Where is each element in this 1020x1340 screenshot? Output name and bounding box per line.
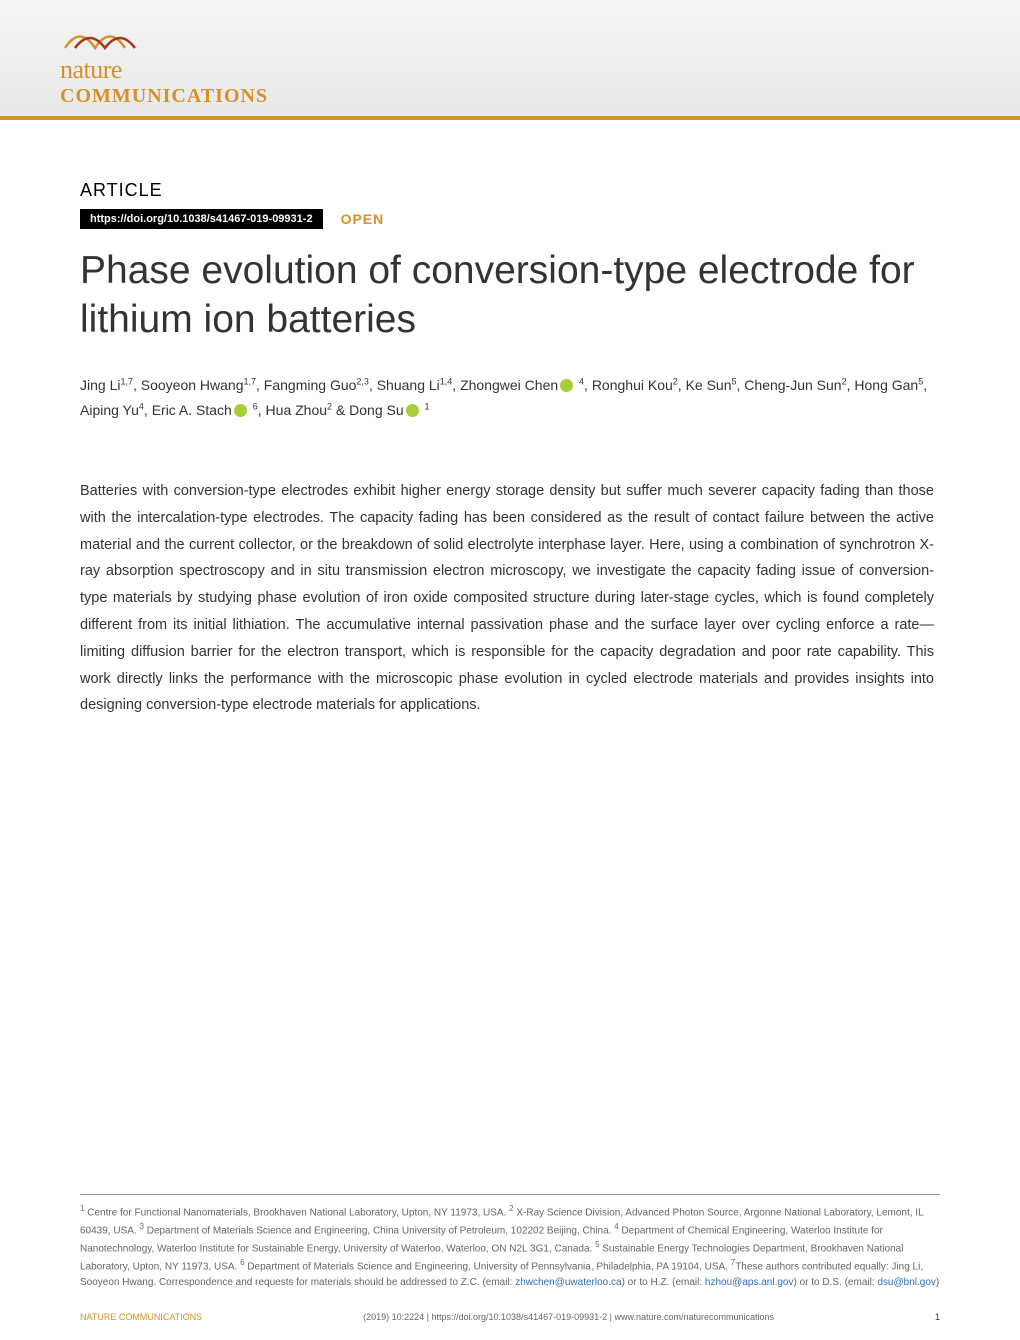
authors-list: Jing Li1,7, Sooyeon Hwang1,7, Fangming G… — [80, 373, 940, 423]
footer-citation: (2019) 10:2224 | https://doi.org/10.1038… — [202, 1312, 935, 1322]
doi-open-row: https://doi.org/10.1038/s41467-019-09931… — [80, 209, 940, 229]
logo-text: nature COMMUNICATIONS — [60, 55, 268, 108]
article-content: ARTICLE https://doi.org/10.1038/s41467-0… — [0, 120, 1020, 769]
journal-header-banner: nature COMMUNICATIONS — [0, 0, 1020, 120]
article-abstract: Batteries with conversion-type electrode… — [80, 478, 940, 719]
article-title: Phase evolution of conversion-type elect… — [80, 247, 940, 345]
logo-nature-text: nature — [60, 55, 268, 85]
doi-badge[interactable]: https://doi.org/10.1038/s41467-019-09931… — [80, 209, 323, 229]
logo-communications-text: COMMUNICATIONS — [60, 85, 268, 108]
footer-journal-name: NATURE COMMUNICATIONS — [80, 1312, 202, 1322]
affiliations-block: 1 Centre for Functional Nanomaterials, B… — [80, 1194, 940, 1290]
footer-page-number: 1 — [935, 1312, 940, 1322]
open-access-label: OPEN — [341, 211, 385, 227]
logo-waves-icon — [60, 20, 190, 55]
article-type-label: ARTICLE — [80, 180, 940, 201]
page-footer: NATURE COMMUNICATIONS (2019) 10:2224 | h… — [80, 1312, 940, 1322]
journal-logo: nature COMMUNICATIONS — [60, 20, 960, 108]
